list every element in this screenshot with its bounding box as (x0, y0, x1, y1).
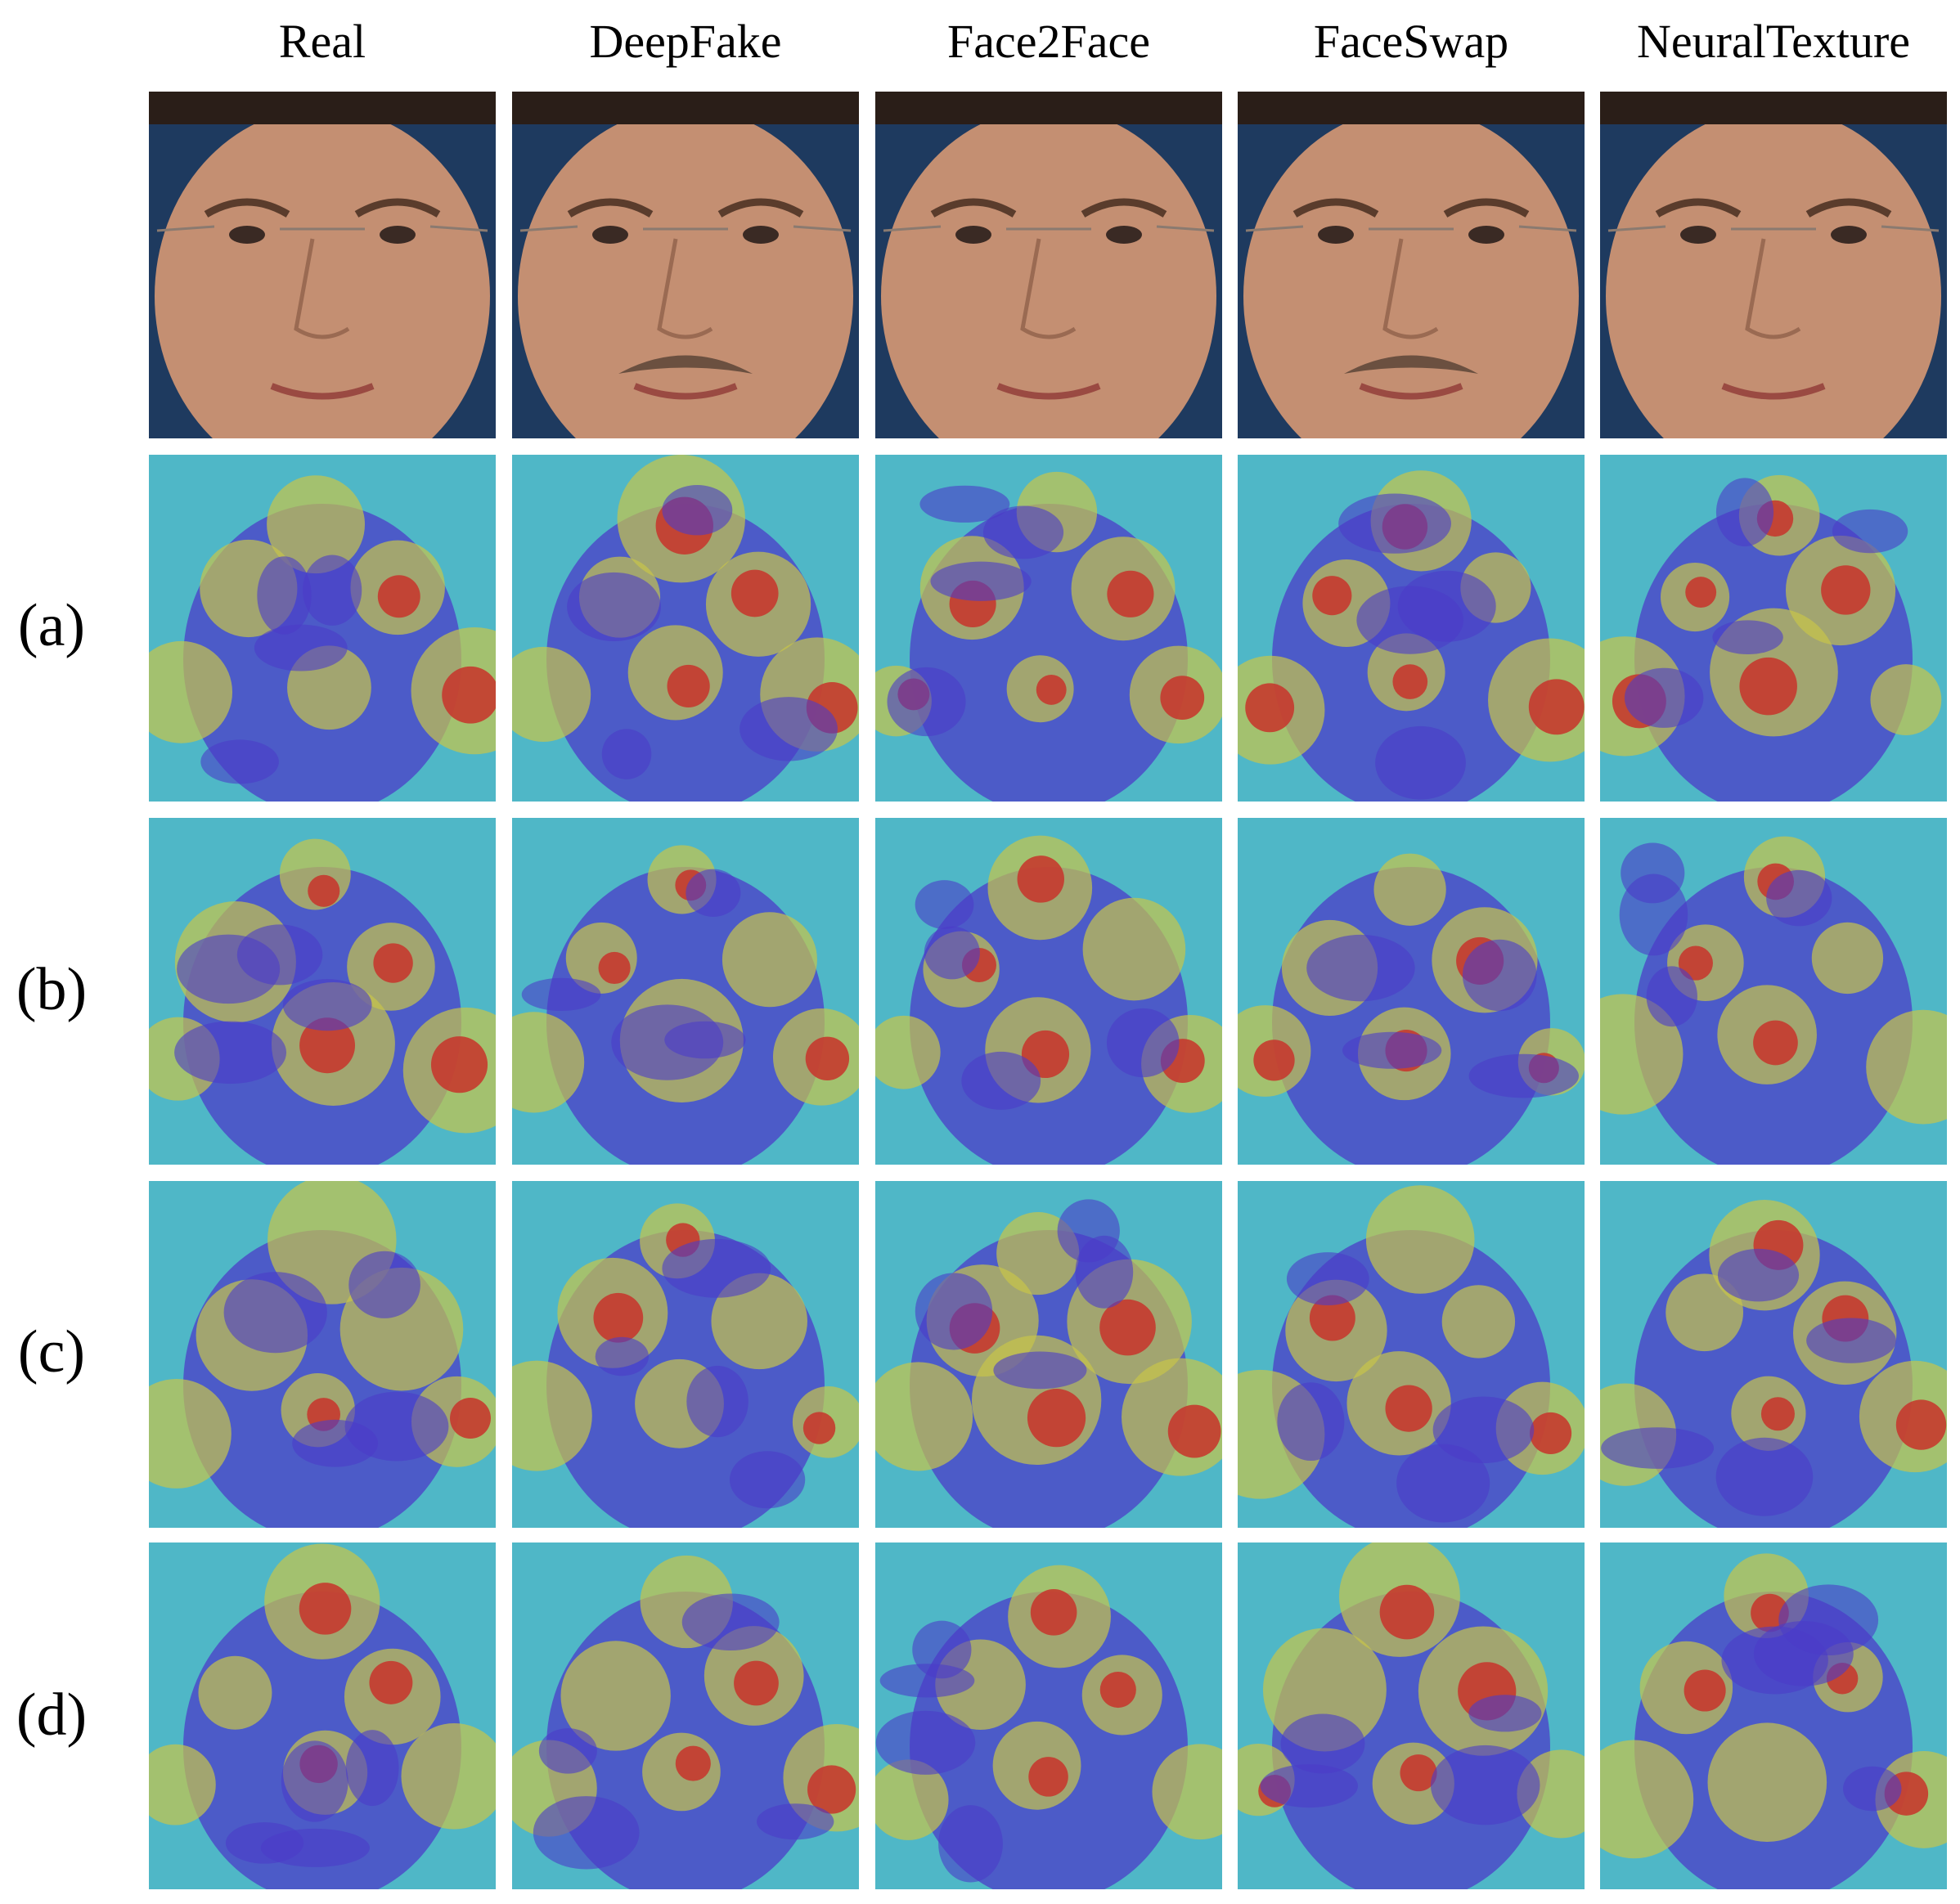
column-header-faceswap: FaceSwap (1313, 15, 1509, 68)
heatmap-d-faceswap (1238, 1543, 1585, 1889)
attention-heatmap (875, 1543, 1222, 1889)
heatmap-c-real (149, 1181, 496, 1528)
attention-heatmap (512, 455, 859, 802)
heatmap-b-deepfake (512, 818, 859, 1165)
attention-heatmap (1600, 1543, 1947, 1889)
heatmap-a-face2face (875, 455, 1222, 802)
attention-heatmap (149, 455, 496, 802)
attention-heatmap (149, 1543, 496, 1889)
attention-heatmap (1600, 455, 1947, 802)
attention-heatmap (512, 818, 859, 1165)
heatmap-a-deepfake (512, 455, 859, 802)
attention-heatmap (1238, 455, 1585, 802)
attention-heatmap (1600, 818, 1947, 1165)
column-header-neuraltexture: NeuralTexture (1636, 15, 1911, 68)
heatmap-a-faceswap (1238, 455, 1585, 802)
attention-heatmap (875, 455, 1222, 802)
heatmap-c-deepfake (512, 1181, 859, 1528)
photo-neuraltexture (1600, 92, 1947, 438)
heatmap-d-face2face (875, 1543, 1222, 1889)
heatmap-a-neuraltexture (1600, 455, 1947, 802)
attention-heatmap (1600, 1181, 1947, 1528)
column-header-real: Real (278, 15, 366, 68)
attention-heatmap (875, 818, 1222, 1165)
row-label-d: (d) (16, 1682, 88, 1749)
heatmap-a-real (149, 455, 496, 802)
row-label-a: (a) (17, 592, 86, 659)
heatmap-b-face2face (875, 818, 1222, 1165)
photo-face2face (875, 92, 1222, 438)
photo-faceswap (1238, 92, 1585, 438)
face-photo (875, 92, 1222, 438)
row-label-c: (c) (17, 1318, 86, 1385)
column-header-deepfake: DeepFake (589, 15, 782, 68)
heatmap-d-neuraltexture (1600, 1543, 1947, 1889)
heatmap-c-neuraltexture (1600, 1181, 1947, 1528)
face-photo (1600, 92, 1947, 438)
column-header-face2face: Face2Face (947, 15, 1150, 68)
heatmap-b-real (149, 818, 496, 1165)
attention-heatmap (512, 1181, 859, 1528)
attention-heatmap (875, 1181, 1222, 1528)
heatmap-b-neuraltexture (1600, 818, 1947, 1165)
face-photo (1238, 92, 1585, 438)
heatmap-b-faceswap (1238, 818, 1585, 1165)
attention-heatmap (1238, 1181, 1585, 1528)
heatmap-d-deepfake (512, 1543, 859, 1889)
photo-real (149, 92, 496, 438)
photo-deepfake (512, 92, 859, 438)
heatmap-c-faceswap (1238, 1181, 1585, 1528)
attention-heatmap (1238, 1543, 1585, 1889)
heatmap-c-face2face (875, 1181, 1222, 1528)
attention-heatmap (1238, 818, 1585, 1165)
attention-heatmap (149, 818, 496, 1165)
attention-heatmap (149, 1181, 496, 1528)
row-label-b: (b) (16, 956, 88, 1023)
face-photo (512, 92, 859, 438)
face-photo (149, 92, 496, 438)
attention-heatmap (512, 1543, 859, 1889)
heatmap-d-real (149, 1543, 496, 1889)
